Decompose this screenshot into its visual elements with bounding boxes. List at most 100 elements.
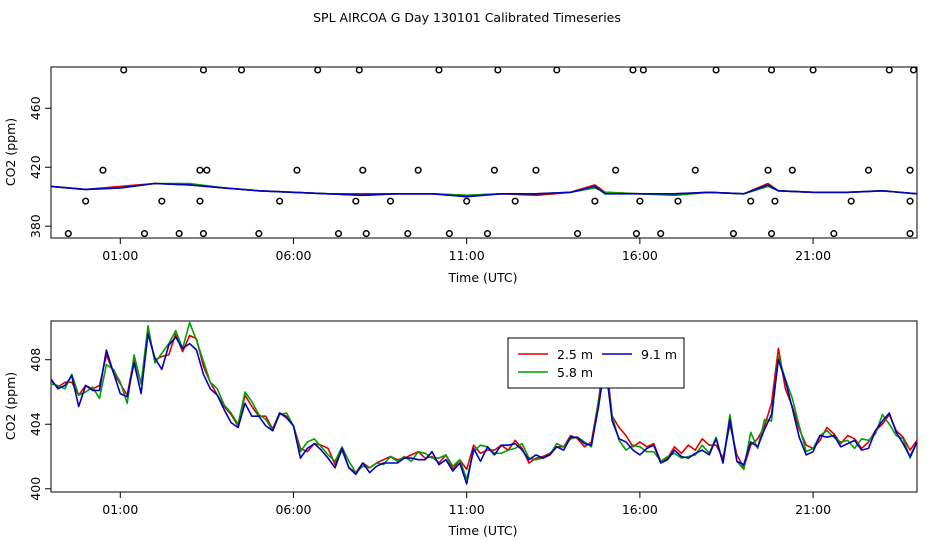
outlier-point — [629, 66, 637, 74]
outlier-point — [885, 66, 893, 74]
outlier-point — [636, 197, 644, 205]
outlier-point — [463, 197, 471, 205]
legend-label-5-8m: 5.8 m — [557, 365, 593, 380]
outlier-point — [293, 166, 301, 174]
bottom-y-tick-label: 400 — [28, 477, 43, 501]
top-y-tick-label: 460 — [28, 96, 43, 120]
legend-box — [507, 337, 685, 389]
outlier-point — [445, 230, 453, 238]
outlier-point — [255, 230, 263, 238]
outlier-point — [691, 166, 699, 174]
top-series-lines — [50, 182, 918, 198]
outlier-point — [612, 166, 620, 174]
outlier-point — [276, 197, 284, 205]
outlier-point — [553, 66, 561, 74]
outlier-point — [830, 230, 838, 238]
outlier-point — [99, 166, 107, 174]
bottom-x-tick-label: 21:00 — [795, 502, 831, 517]
outlier-point — [573, 230, 582, 238]
top-x-tick-label: 06:00 — [275, 248, 311, 263]
outlier-point — [747, 197, 755, 205]
bottom-timeseries-panel: 01:00 06:00 11:00 16:00 21:00 400 404 408 Time … — [3, 320, 918, 538]
bottom-series-line-3 — [50, 333, 918, 485]
outlier-point — [64, 230, 72, 238]
top-axis-ticks: 01:00 06:00 11:00 16:00 21:00 380 420 460 — [28, 96, 831, 263]
outlier-point — [674, 197, 682, 205]
outlier-point — [196, 166, 204, 174]
outlier-point — [490, 166, 498, 174]
outlier-point — [386, 197, 395, 205]
bottom-x-tick-label: 16:00 — [622, 502, 658, 517]
top-series-line-3 — [50, 182, 918, 198]
outlier-point — [906, 166, 914, 174]
top-timeseries-panel: 01:00 06:00 11:00 16:00 21:00 380 420 460 Time … — [3, 66, 918, 285]
top-y-tick-label: 420 — [28, 155, 43, 179]
outlier-point — [199, 230, 207, 238]
bottom-x-axis-label: Time (UTC) — [447, 523, 517, 538]
outlier-point — [511, 197, 519, 205]
outlier-point — [906, 197, 914, 205]
outlier-point — [657, 230, 665, 238]
outlier-point — [362, 230, 370, 238]
legend-label-2-5m: 2.5 m — [557, 347, 593, 362]
outlier-point — [591, 197, 599, 205]
outlier-point — [120, 66, 128, 74]
outlier-point — [729, 230, 737, 238]
outlier-point — [764, 166, 772, 174]
outlier-point — [158, 197, 166, 205]
outlier-point — [414, 166, 422, 174]
outlier-point — [712, 66, 720, 74]
outlier-point — [352, 197, 360, 205]
outlier-point — [639, 66, 647, 74]
top-plot-frame — [50, 66, 918, 239]
top-outlier-points — [64, 66, 918, 238]
outlier-point — [771, 197, 779, 205]
outlier-point — [909, 66, 918, 74]
outlier-point — [435, 66, 443, 74]
chart-title: SPL AIRCOA G Day 130101 Calibrated Times… — [313, 10, 621, 25]
outlier-point — [767, 66, 776, 74]
top-y-axis-label: CO2 (ppm) — [3, 118, 18, 186]
bottom-x-tick-label: 01:00 — [102, 502, 138, 517]
outlier-point — [140, 230, 149, 238]
outlier-point — [334, 230, 343, 238]
outlier-point — [82, 197, 90, 205]
outlier-point — [809, 66, 817, 74]
top-x-axis-label: Time (UTC) — [447, 270, 517, 285]
outlier-point — [847, 197, 855, 205]
outlier-point — [632, 230, 640, 238]
bottom-y-axis-label: CO2 (ppm) — [3, 372, 18, 440]
bottom-series-line-1 — [50, 329, 918, 474]
outlier-point — [196, 197, 204, 205]
outlier-point — [532, 166, 540, 174]
top-x-tick-label: 16:00 — [622, 248, 658, 263]
bottom-x-tick-label: 11:00 — [449, 502, 485, 517]
outlier-point — [494, 66, 502, 74]
legend-label-9-1m: 9.1 m — [641, 347, 677, 362]
outlier-point — [767, 230, 776, 238]
top-x-tick-label: 21:00 — [795, 248, 831, 263]
outlier-point — [175, 230, 183, 238]
bottom-axis-ticks: 01:00 06:00 11:00 16:00 21:00 400 404 408 — [28, 348, 831, 517]
legend: 2.5 m 9.1 m 5.8 m — [507, 337, 685, 389]
outlier-point — [906, 230, 914, 238]
bottom-series-lines — [50, 321, 918, 485]
top-y-tick-label: 380 — [28, 214, 43, 238]
outlier-point — [203, 166, 211, 174]
outlier-point — [199, 66, 207, 74]
outlier-point — [355, 66, 363, 74]
bottom-plot-frame — [50, 320, 918, 493]
outlier-point — [864, 166, 873, 174]
outlier-point — [314, 66, 322, 74]
outlier-point — [237, 66, 246, 74]
outlier-point — [788, 166, 796, 174]
bottom-y-tick-label: 408 — [28, 348, 43, 372]
outlier-point — [404, 230, 412, 238]
top-x-tick-label: 11:00 — [449, 248, 485, 263]
outlier-point — [359, 166, 367, 174]
outlier-point — [483, 230, 492, 238]
bottom-x-tick-label: 06:00 — [275, 502, 311, 517]
bottom-y-tick-label: 404 — [28, 412, 43, 436]
top-x-tick-label: 01:00 — [102, 248, 138, 263]
